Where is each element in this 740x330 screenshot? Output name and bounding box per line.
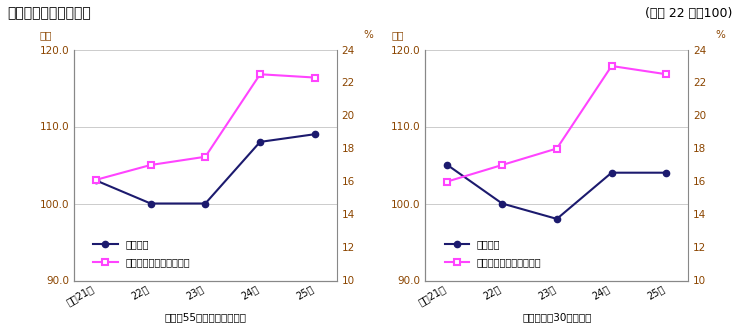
パートタイム労働者比率 bbox=[552, 147, 561, 150]
Text: %: % bbox=[715, 30, 725, 40]
雇用指数 bbox=[552, 217, 561, 221]
雇用指数 bbox=[147, 202, 155, 206]
Text: (平成 22 年＝100): (平成 22 年＝100) bbox=[645, 7, 733, 19]
雇用指数 bbox=[662, 171, 670, 175]
Text: 指数: 指数 bbox=[40, 30, 53, 40]
パートタイム労働者比率 bbox=[607, 64, 616, 68]
雇用指数 bbox=[201, 202, 210, 206]
X-axis label: 《うち規樨30人以上》: 《うち規樨30人以上》 bbox=[522, 313, 591, 322]
パートタイム労働者比率 bbox=[147, 163, 155, 167]
雇用指数 bbox=[92, 179, 101, 182]
Text: %: % bbox=[363, 30, 374, 40]
Legend: 雇用指数, パートタイム労働者比率: 雇用指数, パートタイム労働者比率 bbox=[90, 236, 194, 271]
Legend: 雇用指数, パートタイム労働者比率: 雇用指数, パートタイム労働者比率 bbox=[441, 236, 545, 271]
雇用指数 bbox=[443, 163, 452, 167]
パートタイム労働者比率 bbox=[92, 178, 101, 182]
Line: 雇用指数: 雇用指数 bbox=[92, 131, 318, 207]
パートタイム労働者比率 bbox=[255, 72, 264, 76]
パートタイム労働者比率 bbox=[662, 72, 670, 76]
雇用指数 bbox=[255, 140, 264, 144]
Text: 指数: 指数 bbox=[391, 30, 404, 40]
Line: パートタイム労働者比率: パートタイム労働者比率 bbox=[444, 62, 670, 185]
Line: 雇用指数: 雇用指数 bbox=[444, 162, 670, 222]
Text: 図３－１　雇用の推移: 図３－１ 雇用の推移 bbox=[7, 7, 91, 20]
パートタイム労働者比率 bbox=[498, 163, 507, 167]
Line: パートタイム労働者比率: パートタイム労働者比率 bbox=[92, 71, 318, 183]
雇用指数 bbox=[310, 132, 319, 136]
X-axis label: 《規樨55人以上全事業所》: 《規樨55人以上全事業所》 bbox=[164, 313, 246, 322]
雇用指数 bbox=[498, 202, 507, 206]
パートタイム労働者比率 bbox=[310, 76, 319, 80]
雇用指数 bbox=[607, 171, 616, 175]
パートタイム労働者比率 bbox=[443, 180, 452, 183]
パートタイム労働者比率 bbox=[201, 155, 210, 159]
